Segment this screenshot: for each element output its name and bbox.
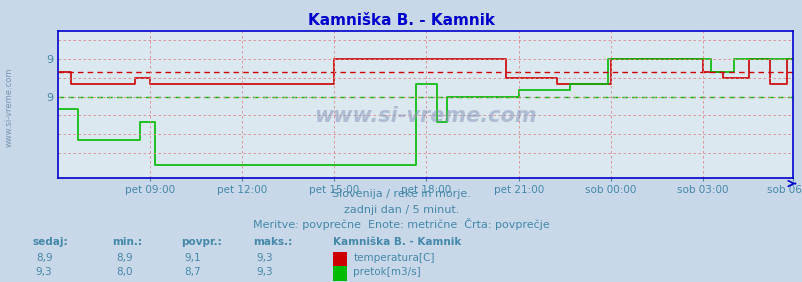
Text: min.:: min.:: [112, 237, 142, 247]
Text: pretok[m3/s]: pretok[m3/s]: [353, 267, 420, 277]
Text: Kamniška B. - Kamnik: Kamniška B. - Kamnik: [308, 13, 494, 28]
Text: Meritve: povprečne  Enote: metrične  Črta: povprečje: Meritve: povprečne Enote: metrične Črta:…: [253, 219, 549, 230]
Text: 9,3: 9,3: [36, 267, 52, 277]
Text: Kamniška B. - Kamnik: Kamniška B. - Kamnik: [333, 237, 461, 247]
Text: 8,0: 8,0: [116, 267, 132, 277]
Text: 8,9: 8,9: [36, 253, 52, 263]
Text: temperatura[C]: temperatura[C]: [353, 253, 434, 263]
Text: 8,9: 8,9: [116, 253, 132, 263]
Text: zadnji dan / 5 minut.: zadnji dan / 5 minut.: [343, 205, 459, 215]
Text: www.si-vreme.com: www.si-vreme.com: [314, 106, 536, 126]
Text: sedaj:: sedaj:: [32, 237, 67, 247]
Text: 9,3: 9,3: [257, 267, 273, 277]
Text: www.si-vreme.com: www.si-vreme.com: [5, 67, 14, 147]
Text: povpr.:: povpr.:: [180, 237, 221, 247]
Text: maks.:: maks.:: [253, 237, 292, 247]
Text: 9,1: 9,1: [184, 253, 200, 263]
Text: Slovenija / reke in morje.: Slovenija / reke in morje.: [332, 190, 470, 199]
Text: 8,7: 8,7: [184, 267, 200, 277]
Text: 9,3: 9,3: [257, 253, 273, 263]
